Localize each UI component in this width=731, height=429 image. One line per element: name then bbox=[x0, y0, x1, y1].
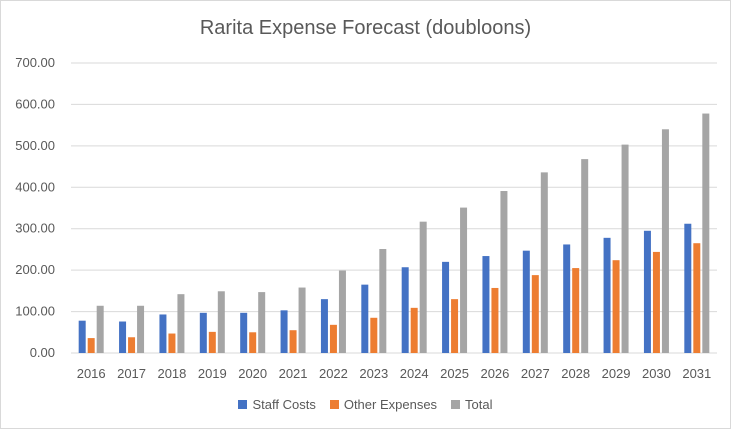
bar-total-2022 bbox=[338, 270, 346, 353]
bar-other-expenses-2028 bbox=[572, 268, 580, 353]
bars bbox=[78, 113, 710, 354]
x-tick-label: 2020 bbox=[238, 366, 267, 381]
bar-other-expenses-2026 bbox=[491, 287, 499, 353]
x-tick-label: 2025 bbox=[440, 366, 469, 381]
bar-staff-costs-2028 bbox=[563, 244, 571, 353]
bar-total-2029 bbox=[621, 144, 629, 353]
bar-staff-costs-2031 bbox=[684, 223, 692, 353]
bar-other-expenses-2017 bbox=[128, 337, 136, 353]
x-tick-label: 2018 bbox=[157, 366, 186, 381]
y-tick-label: 700.00 bbox=[15, 55, 55, 70]
x-tick-label: 2027 bbox=[521, 366, 550, 381]
bar-other-expenses-2025 bbox=[451, 299, 459, 353]
bar-total-2024 bbox=[419, 221, 427, 353]
legend-swatch bbox=[329, 400, 339, 409]
bar-other-expenses-2024 bbox=[410, 307, 418, 353]
bar-staff-costs-2016 bbox=[78, 320, 86, 353]
bar-total-2018 bbox=[177, 294, 185, 353]
bar-other-expenses-2019 bbox=[208, 331, 216, 353]
legend-label: Other Expenses bbox=[343, 397, 438, 412]
legend-swatch bbox=[451, 400, 461, 409]
bar-staff-costs-2024 bbox=[401, 267, 409, 353]
y-tick-label: 0.00 bbox=[30, 345, 55, 360]
bar-staff-costs-2030 bbox=[643, 230, 651, 353]
legend-label: Staff Costs bbox=[252, 397, 316, 412]
bar-total-2019 bbox=[217, 291, 225, 353]
bar-staff-costs-2025 bbox=[442, 261, 450, 353]
x-tick-label: 2017 bbox=[117, 366, 146, 381]
bar-total-2031 bbox=[702, 113, 710, 354]
legend-item: Total bbox=[451, 397, 493, 412]
bar-other-expenses-2031 bbox=[693, 243, 701, 353]
legend-label: Total bbox=[465, 397, 493, 412]
bar-total-2026 bbox=[500, 191, 508, 353]
bar-other-expenses-2020 bbox=[249, 332, 257, 353]
bar-staff-costs-2027 bbox=[522, 250, 530, 353]
bar-total-2023 bbox=[379, 249, 387, 353]
y-tick-label: 600.00 bbox=[15, 96, 55, 111]
x-tick-label: 2019 bbox=[198, 366, 227, 381]
legend-swatch bbox=[238, 400, 248, 409]
bar-total-2027 bbox=[540, 172, 548, 353]
bar-total-2020 bbox=[258, 292, 266, 353]
bar-staff-costs-2023 bbox=[361, 284, 369, 353]
bar-staff-costs-2029 bbox=[603, 237, 611, 353]
bar-other-expenses-2023 bbox=[370, 317, 378, 353]
bar-other-expenses-2016 bbox=[87, 338, 95, 353]
bar-total-2028 bbox=[581, 159, 589, 353]
x-axis-ticks: 2016 2017 2018 2019 2020 2021 2022 2023 2024 2025… bbox=[77, 366, 712, 381]
x-tick-label: 2022 bbox=[319, 366, 348, 381]
bar-staff-costs-2026 bbox=[482, 256, 490, 353]
bar-staff-costs-2020 bbox=[240, 312, 248, 353]
bar-total-2016 bbox=[96, 305, 104, 353]
y-tick-label: 400.00 bbox=[15, 179, 55, 194]
bar-staff-costs-2017 bbox=[119, 321, 127, 353]
gridlines bbox=[71, 62, 717, 354]
bar-staff-costs-2019 bbox=[199, 312, 207, 353]
bar-staff-costs-2022 bbox=[320, 299, 328, 353]
y-tick-label: 100.00 bbox=[15, 304, 55, 319]
bar-other-expenses-2027 bbox=[531, 275, 539, 353]
chart-title: Rarita Expense Forecast (doubloons) bbox=[199, 17, 532, 39]
x-tick-label: 2030 bbox=[642, 366, 671, 381]
bar-other-expenses-2030 bbox=[652, 251, 660, 353]
x-tick-label: 2028 bbox=[561, 366, 590, 381]
bar-total-2025 bbox=[460, 207, 468, 353]
bar-total-2017 bbox=[137, 305, 145, 353]
x-tick-label: 2026 bbox=[480, 366, 509, 381]
x-tick-label: 2023 bbox=[359, 366, 388, 381]
legend: Staff Costs Other Expenses Total bbox=[1, 397, 730, 412]
bar-staff-costs-2021 bbox=[280, 310, 288, 353]
bar-total-2030 bbox=[661, 129, 669, 353]
legend-item: Staff Costs bbox=[238, 397, 316, 412]
y-tick-label: 300.00 bbox=[15, 221, 55, 236]
y-axis-ticks: 0.00 100.00 200.00 300.00 400.00 500.00 600.00… bbox=[15, 55, 55, 360]
x-tick-label: 2029 bbox=[602, 366, 631, 381]
bar-other-expenses-2022 bbox=[329, 324, 337, 353]
bar-other-expenses-2029 bbox=[612, 260, 620, 353]
x-tick-label: 2021 bbox=[279, 366, 308, 381]
x-tick-label: 2016 bbox=[77, 366, 106, 381]
bar-other-expenses-2018 bbox=[168, 333, 176, 353]
legend-item: Other Expenses bbox=[329, 397, 438, 412]
x-tick-label: 2024 bbox=[400, 366, 429, 381]
bar-total-2021 bbox=[298, 287, 306, 353]
y-tick-label: 500.00 bbox=[15, 138, 55, 153]
y-tick-label: 200.00 bbox=[15, 262, 55, 277]
bar-staff-costs-2018 bbox=[159, 314, 167, 353]
bar-other-expenses-2021 bbox=[289, 330, 297, 353]
x-tick-label: 2031 bbox=[682, 366, 711, 381]
